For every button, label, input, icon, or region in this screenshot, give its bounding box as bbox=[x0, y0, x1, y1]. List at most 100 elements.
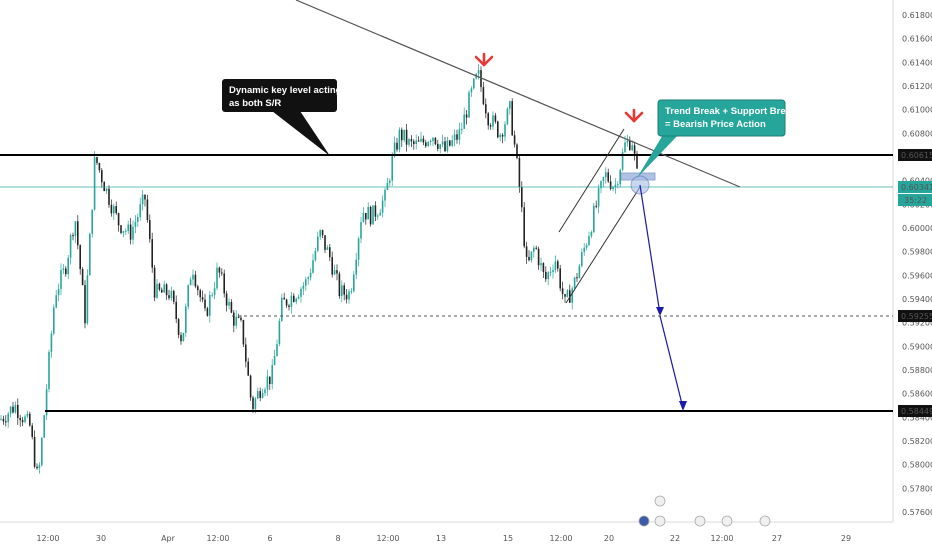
time-axis[interactable]: 12:00 30 Apr 12:00 6 8 12:00 13 15 12:00 20 22 12:00… bbox=[36, 534, 851, 543]
candle-body bbox=[149, 220, 151, 240]
candle-body bbox=[609, 181, 612, 189]
x-tick-label: 15 bbox=[503, 534, 513, 543]
candle-body bbox=[393, 142, 396, 157]
event-flag-icon[interactable] bbox=[694, 515, 706, 527]
candle-body bbox=[557, 261, 559, 269]
breakout-callout-pointer bbox=[637, 133, 680, 178]
candle-body bbox=[187, 285, 189, 307]
candle-body bbox=[269, 376, 271, 384]
candle-body bbox=[497, 121, 499, 138]
candle-body bbox=[528, 256, 530, 261]
breakout-callout-line-2: = Bearish Price Action bbox=[665, 119, 766, 130]
candle-body bbox=[521, 187, 523, 208]
candle-body bbox=[43, 415, 45, 438]
candle-body bbox=[561, 288, 564, 295]
y-tick-label: 0.60800 bbox=[902, 129, 932, 138]
candle-body bbox=[554, 261, 557, 270]
candle-body bbox=[312, 260, 314, 273]
candle-body bbox=[91, 209, 93, 234]
candle-body bbox=[525, 246, 528, 257]
event-flag-icon[interactable] bbox=[638, 515, 650, 527]
candle-body bbox=[201, 297, 204, 300]
y-tick-label: 0.58800 bbox=[902, 366, 932, 375]
candle-body bbox=[67, 257, 69, 275]
event-flag-icon[interactable] bbox=[721, 515, 733, 527]
candle-body bbox=[403, 129, 405, 141]
candle-body bbox=[185, 306, 187, 333]
candle-body bbox=[38, 465, 41, 469]
candle-body bbox=[504, 124, 506, 137]
candle-body bbox=[134, 221, 137, 227]
candle-body bbox=[156, 283, 158, 298]
candle-body bbox=[365, 213, 367, 220]
candle-body bbox=[297, 296, 300, 299]
candle-body bbox=[218, 267, 221, 273]
candle-body bbox=[281, 297, 283, 321]
candle-body bbox=[309, 272, 312, 278]
economic-events[interactable] bbox=[638, 495, 771, 527]
candle-body bbox=[509, 101, 511, 109]
y-tick-label: 0.59600 bbox=[902, 271, 932, 280]
y-tick-label: 0.61000 bbox=[902, 106, 932, 115]
channel-upper-line bbox=[558, 128, 625, 233]
x-tick-label: Apr bbox=[161, 534, 176, 543]
candle-body bbox=[583, 247, 585, 253]
key-level-callout-line-2: as both S/R bbox=[229, 98, 281, 109]
candle-body bbox=[633, 145, 636, 154]
candle-body bbox=[225, 293, 228, 306]
candle-body bbox=[151, 239, 153, 268]
rising-channel bbox=[558, 128, 641, 304]
candle-body bbox=[523, 207, 525, 247]
candle-body bbox=[564, 294, 566, 297]
candle-body bbox=[108, 188, 110, 205]
candle-body bbox=[535, 247, 537, 249]
key-level-callout[interactable]: Dynamic key level acting as both S/R bbox=[222, 79, 342, 156]
projection-arrowhead-2 bbox=[679, 401, 687, 411]
candle-body bbox=[530, 251, 533, 261]
y-tick-label: 0.61600 bbox=[902, 35, 932, 44]
breakout-callout-line-1: Trend Break + Support Break bbox=[665, 106, 797, 117]
event-flag-icon[interactable] bbox=[759, 515, 771, 527]
descending-trendline bbox=[295, 0, 741, 188]
candle-body bbox=[247, 361, 249, 376]
candle-body bbox=[437, 144, 439, 149]
breakout-callout[interactable]: Trend Break + Support Break = Bearish Pr… bbox=[637, 99, 797, 178]
candle-body bbox=[451, 140, 453, 146]
candle-body bbox=[221, 272, 223, 274]
candle-body bbox=[21, 420, 24, 423]
candle-body bbox=[499, 134, 501, 138]
candle-body bbox=[93, 157, 96, 210]
candle-series bbox=[0, 64, 638, 474]
candle-body bbox=[353, 274, 355, 292]
event-flag-icon[interactable] bbox=[654, 495, 666, 507]
x-tick-label: 12:00 bbox=[206, 534, 229, 543]
candle-body bbox=[386, 182, 389, 190]
candle-body bbox=[24, 416, 26, 423]
badge-key-level-value: 0.60615 bbox=[901, 151, 932, 160]
candle-body bbox=[549, 271, 552, 273]
y-tick-label: 0.58400 bbox=[902, 413, 932, 422]
candle-body bbox=[211, 294, 213, 296]
x-tick-label: 12:00 bbox=[710, 534, 733, 543]
candle-body bbox=[86, 275, 89, 324]
candle-body bbox=[429, 141, 432, 142]
event-flag-icon[interactable] bbox=[654, 515, 666, 527]
candle-body bbox=[300, 288, 302, 297]
y-tick-label: 0.60000 bbox=[902, 224, 932, 233]
candle-body bbox=[391, 156, 393, 181]
candle-body bbox=[408, 139, 410, 145]
y-tick-label: 0.58600 bbox=[902, 390, 932, 399]
candle-body bbox=[384, 189, 386, 201]
candle-body bbox=[573, 277, 576, 289]
candle-body bbox=[396, 142, 398, 150]
candle-body bbox=[597, 188, 600, 207]
candle-body bbox=[494, 115, 497, 122]
candle-body bbox=[379, 212, 381, 216]
candle-body bbox=[513, 135, 516, 145]
candle-body bbox=[293, 295, 295, 302]
candle-body bbox=[12, 406, 14, 413]
candle-body bbox=[5, 421, 7, 423]
candle-body bbox=[398, 129, 401, 150]
candle-body bbox=[125, 230, 127, 232]
